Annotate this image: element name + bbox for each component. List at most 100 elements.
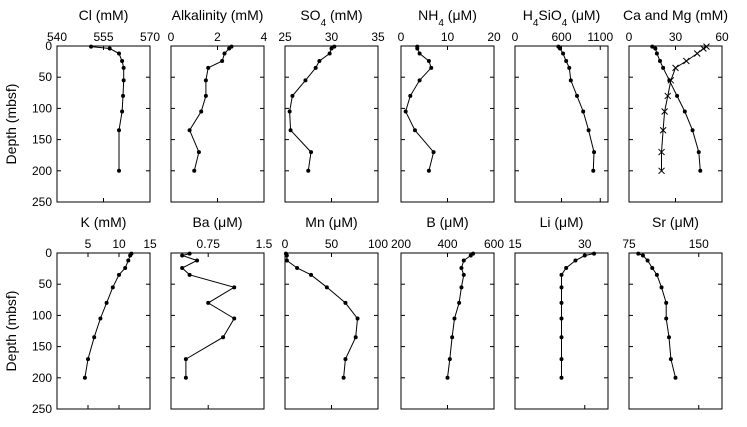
panel-so4-mm-title: SO4 (mM) bbox=[300, 7, 362, 29]
panel-li-m-series-0-point bbox=[573, 258, 578, 263]
panel-ca-and-mg-mm-series-1-marker bbox=[700, 45, 707, 52]
panel-cl-mm-series-0-line bbox=[91, 46, 125, 171]
panel-cl-mm-ytick-label: 200 bbox=[32, 164, 52, 178]
panel-cl-mm-frame bbox=[56, 45, 151, 203]
panel-nh4-m-xtick-label: 0 bbox=[398, 30, 405, 44]
panel-cl-mm-xtick-label: 540 bbox=[47, 30, 67, 44]
panel-h4sio4-m-xtick-label: 0 bbox=[512, 30, 519, 44]
panel-b-m-xtick-label: 200 bbox=[391, 237, 411, 251]
panel-nh4-m-series-0-point bbox=[426, 168, 431, 173]
panel-so4-mm-xtick-label: 35 bbox=[371, 30, 385, 44]
panel-ca-and-mg-mm-series-1-marker bbox=[693, 50, 701, 57]
panel-ca-and-mg-mm-series-0-point bbox=[650, 44, 655, 49]
panel-k-mm-series-0-point bbox=[117, 272, 121, 277]
panel-alkalinity-mm-xtick-label: 0 bbox=[168, 30, 175, 44]
panel-li-m-series-0-point bbox=[559, 300, 564, 305]
panel-sr-m-series-0-point bbox=[645, 258, 650, 263]
panel-ca-and-mg-mm-frame bbox=[628, 45, 723, 203]
panel-alkalinity-mm-series-0-point bbox=[220, 58, 225, 63]
panel-ca-and-mg-mm-xtick-label: 60 bbox=[715, 30, 729, 44]
panel-alkalinity-mm-series-0-point bbox=[196, 150, 201, 155]
panel-so4-mm-series-0-point bbox=[288, 128, 293, 133]
panel-li-m-series-0-point bbox=[592, 251, 597, 256]
panel-cl-mm-series-0-point bbox=[121, 65, 126, 70]
panel-sr-m-series-0-point bbox=[673, 375, 678, 380]
panel-ca-and-mg-mm-series-0-point bbox=[658, 58, 662, 63]
panel-h4sio4-m-series-0-point bbox=[586, 128, 591, 133]
panel-ca-and-mg-mm-series-1-marker bbox=[682, 57, 690, 65]
panel-cl-mm-series-0-point bbox=[117, 51, 121, 56]
panel-alkalinity-mm-series-0-point bbox=[222, 51, 227, 56]
panel-k-mm-ytick-label: 0 bbox=[45, 246, 52, 260]
panel-nh4-m-frame bbox=[400, 45, 495, 203]
panel-cl-mm-xtick-label: 555 bbox=[93, 30, 113, 44]
panel-alkalinity-mm-series-0-line bbox=[189, 46, 232, 171]
panel-h4sio4-m-series-0-point bbox=[575, 93, 579, 98]
panel-alkalinity-mm-series-0-point bbox=[192, 168, 197, 173]
panel-li-m-xtick-label: 30 bbox=[578, 237, 592, 251]
panel-ba-m-series-0-point bbox=[187, 251, 192, 256]
panel-sr-m-series-0-point bbox=[664, 316, 669, 321]
panel-h4sio4-m-title: H4SiO4 (μM) bbox=[523, 7, 601, 29]
panel-cl-mm-xtick-label: 570 bbox=[140, 30, 160, 44]
panel-li-m-series-0-point bbox=[559, 285, 564, 290]
panel-sr-m-series-0-point bbox=[666, 335, 671, 340]
panel-h4sio4-m-xtick-label: 1100 bbox=[587, 30, 613, 44]
panel-cl-mm-title: Cl (mM) bbox=[79, 7, 129, 23]
panel-ca-and-mg-mm-series-1-marker bbox=[672, 64, 679, 72]
panel-ca-and-mg-mm-series-0-point bbox=[698, 168, 703, 173]
panel-ca-and-mg-mm-series-0-point bbox=[653, 46, 658, 51]
panel-ba-m-series-0-point bbox=[221, 335, 226, 340]
panel-k-mm-series-0-line bbox=[84, 253, 132, 378]
panel-alkalinity-mm-series-0-point bbox=[206, 65, 211, 70]
panel-so4-mm-series-0-point bbox=[306, 168, 311, 173]
panel-mn-m-series-0-point bbox=[295, 265, 300, 270]
panel-so4-mm-series-0-point bbox=[287, 109, 292, 114]
panel-nh4-m-series-0-point bbox=[426, 58, 431, 63]
panel-ba-m-series-0-point bbox=[180, 265, 185, 270]
panel-cl-mm-ytick-label: 50 bbox=[39, 70, 53, 84]
panel-b-m-series-0-point bbox=[461, 258, 466, 263]
panel-so4-mm-series-0-point bbox=[290, 93, 295, 98]
panel-ca-and-mg-mm-series-1-marker bbox=[658, 167, 665, 175]
panel-ca-and-mg-mm-xtick-label: 30 bbox=[669, 30, 683, 44]
panel-li-m-series-0-point bbox=[582, 253, 587, 258]
panel-ca-and-mg-mm-title: Ca and Mg (mM) bbox=[623, 7, 728, 23]
panel-k-mm-series-0-point bbox=[110, 285, 115, 290]
panel-k-mm-series-0-point bbox=[123, 265, 128, 270]
panel-cl-mm-series-0-point bbox=[117, 128, 121, 133]
panel-so4-mm-series-0-point bbox=[309, 150, 314, 155]
panel-sr-m-series-0-point bbox=[668, 357, 673, 362]
panel-ca-and-mg-mm-series-0-point bbox=[654, 51, 659, 56]
panel-k-mm-ytick-label: 50 bbox=[39, 277, 53, 291]
panel-mn-m-series-0-point bbox=[343, 357, 348, 362]
panel-k-mm-ytick-label: 200 bbox=[32, 371, 52, 385]
panel-nh4-m-series-0-point bbox=[429, 65, 434, 70]
panel-sr-m-frame bbox=[628, 252, 723, 410]
panel-b-m-xtick-label: 400 bbox=[437, 237, 457, 251]
panel-k-mm-ylabel: Depth (mbsf) bbox=[3, 291, 19, 372]
panel-k-mm-title: K (mM) bbox=[81, 214, 127, 230]
panel-li-m-series-0-point bbox=[559, 316, 564, 321]
panel-alkalinity-mm-title: Alkalinity (mM) bbox=[172, 7, 264, 23]
panel-li-m-title: Li (μM) bbox=[540, 214, 584, 230]
panel-cl-mm-series-0-point bbox=[107, 46, 112, 51]
panel-sr-m-xtick-label: 150 bbox=[689, 237, 709, 251]
panel-alkalinity-mm-series-0-point bbox=[187, 128, 192, 133]
panel-h4sio4-m-series-0-line bbox=[558, 46, 595, 171]
panel-b-m-series-0-point bbox=[459, 285, 464, 290]
panel-k-mm-series-0-point bbox=[128, 253, 133, 258]
panel-so4-mm-series-0-point bbox=[313, 65, 318, 70]
panel-sr-m-series-0-point bbox=[654, 272, 659, 277]
panel-alkalinity-mm-xtick-label: 4 bbox=[261, 30, 268, 44]
panel-nh4-m-series-0-point bbox=[408, 93, 413, 98]
panel-ba-m-series-0-point bbox=[195, 258, 200, 263]
panel-ba-m-series-0-point bbox=[187, 272, 192, 277]
panel-li-m-series-0-point bbox=[564, 265, 569, 270]
panel-ca-and-mg-mm-series-0-point bbox=[690, 128, 695, 133]
panel-so4-mm-series-0-point bbox=[317, 58, 322, 63]
panel-li-m-series-0-point bbox=[559, 357, 564, 362]
panel-nh4-m-xtick-label: 20 bbox=[487, 30, 501, 44]
panel-cl-mm-series-0-point bbox=[121, 93, 126, 98]
panel-li-m-series-0-point bbox=[559, 272, 564, 277]
